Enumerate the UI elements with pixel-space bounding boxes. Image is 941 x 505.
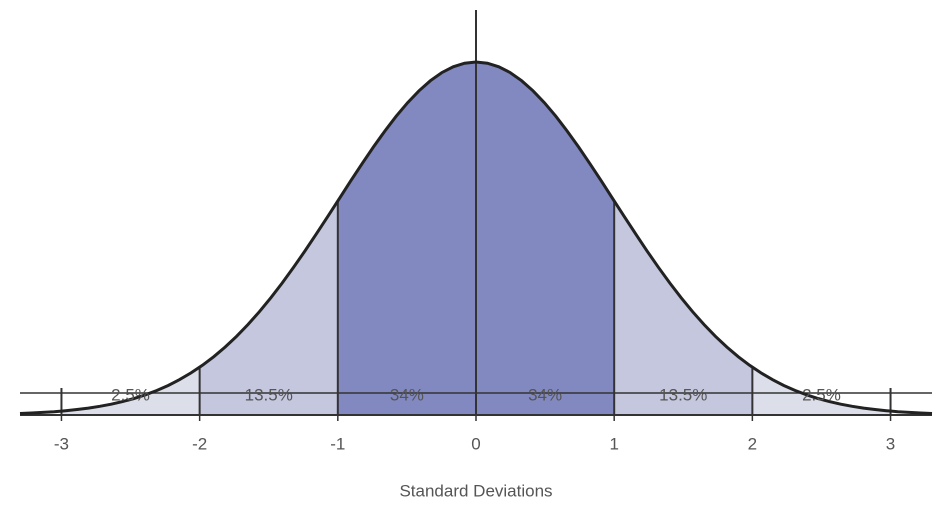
band-area — [752, 367, 891, 415]
curve — [19, 60, 933, 415]
x-tick-label: -1 — [330, 434, 345, 453]
band-area — [61, 367, 200, 415]
x-tick-label: 1 — [609, 434, 618, 453]
x-tick-label: -2 — [192, 434, 207, 453]
value-label: 13.5% — [245, 385, 293, 404]
x-tick-label: 2 — [748, 434, 757, 453]
value-label: 2.5% — [802, 385, 841, 404]
x-tick-label: -3 — [54, 434, 69, 453]
value-label: 34% — [390, 385, 424, 404]
band-area — [476, 62, 615, 415]
x-tick-label: 3 — [886, 434, 895, 453]
value-label: 13.5% — [659, 385, 707, 404]
value-label: 34% — [528, 385, 562, 404]
x-tick-label: 0 — [471, 434, 480, 453]
band-area — [337, 62, 476, 415]
x-axis-title: Standard Deviations — [399, 481, 552, 500]
value-label: 2.5% — [111, 385, 150, 404]
